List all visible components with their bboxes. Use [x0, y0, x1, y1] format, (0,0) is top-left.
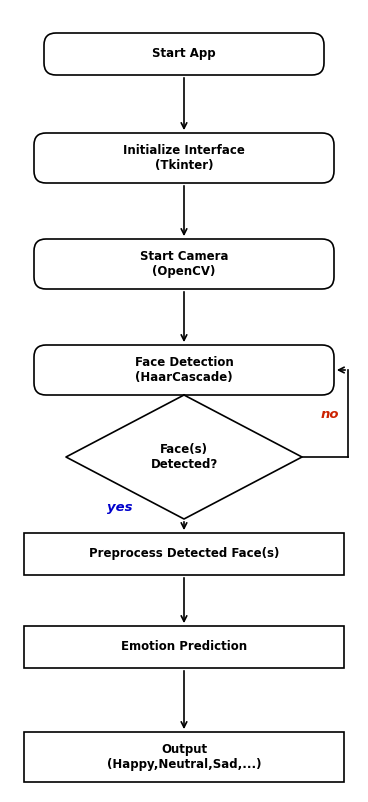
Text: Face Detection
(HaarCascade): Face Detection (HaarCascade) — [135, 356, 233, 384]
Polygon shape — [66, 395, 302, 519]
Text: Emotion Prediction: Emotion Prediction — [121, 641, 247, 654]
FancyBboxPatch shape — [34, 239, 334, 289]
FancyBboxPatch shape — [24, 533, 344, 575]
Text: no: no — [321, 407, 339, 420]
Text: Face(s)
Detected?: Face(s) Detected? — [151, 443, 217, 471]
FancyBboxPatch shape — [34, 133, 334, 183]
FancyBboxPatch shape — [34, 345, 334, 395]
Text: Start Camera
(OpenCV): Start Camera (OpenCV) — [140, 250, 228, 278]
FancyBboxPatch shape — [24, 732, 344, 782]
Text: yes: yes — [107, 500, 133, 513]
FancyBboxPatch shape — [24, 626, 344, 668]
Text: Start App: Start App — [152, 47, 216, 60]
Text: Initialize Interface
(Tkinter): Initialize Interface (Tkinter) — [123, 144, 245, 172]
FancyBboxPatch shape — [44, 33, 324, 75]
Text: Preprocess Detected Face(s): Preprocess Detected Face(s) — [89, 548, 279, 561]
Text: Output
(Happy,Neutral,Sad,...): Output (Happy,Neutral,Sad,...) — [107, 743, 261, 771]
